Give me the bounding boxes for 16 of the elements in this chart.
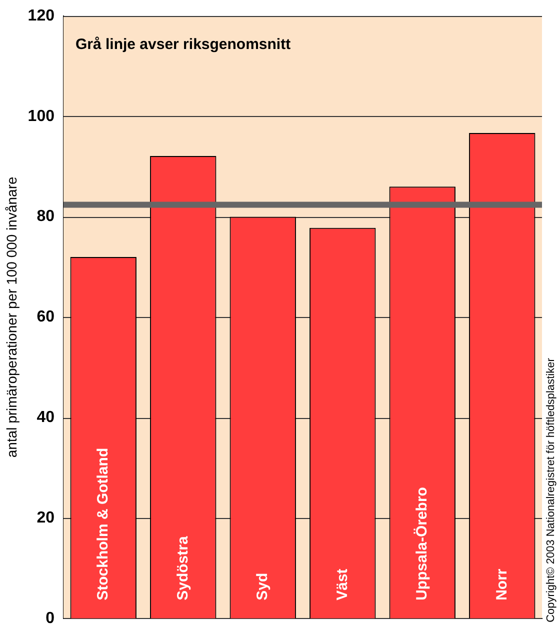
x-tick-label: Syd — [254, 572, 272, 600]
y-tick-label: 0 — [46, 610, 55, 627]
y-axis-title: antal primäroperationer per 100 000 invånare — [3, 176, 20, 458]
y-tick-label: 100 — [28, 108, 55, 125]
annotation: Grå linje avser riksgenomsnitt — [75, 36, 291, 54]
x-tick-label: Stockholm & Gotland — [94, 448, 112, 600]
y-tick-label: 40 — [36, 409, 55, 426]
y-tick-label: 80 — [36, 208, 55, 226]
text: Copyright© 2003 Nationalregistret för höftledsplastiker — [545, 358, 558, 622]
y-tick-label: 60 — [36, 308, 55, 326]
x-tick-label: Uppsala-Örebro — [414, 487, 431, 600]
x-tick-label: Väst — [334, 568, 351, 600]
x-tick-label: Norr — [493, 568, 510, 600]
x-tick-label: Sydöstra — [174, 536, 192, 600]
y-tick-label: 120 — [28, 7, 55, 24]
y-tick-label: 20 — [36, 509, 55, 526]
